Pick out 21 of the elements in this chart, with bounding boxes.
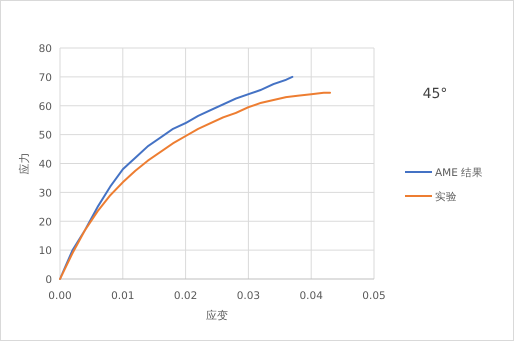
- x-tick-label: 0.00: [48, 290, 72, 302]
- x-tick-label: 0.01: [111, 290, 134, 302]
- x-tick-label: 0.03: [236, 290, 260, 302]
- line-series: [59, 92, 332, 280]
- y-tick-label: 30: [38, 187, 52, 200]
- y-tick-label: 80: [38, 43, 52, 55]
- x-tick-label: 0.05: [362, 290, 386, 302]
- legend-label: 实验: [435, 190, 457, 203]
- y-tick-label: 0: [45, 274, 52, 286]
- y-tick-label: 40: [38, 158, 52, 170]
- legend-label: AME 结果: [435, 166, 484, 179]
- y-tick-label: 60: [38, 100, 52, 113]
- y-tick-label: 10: [38, 245, 52, 258]
- text: 45°: [422, 86, 448, 102]
- x-tick-label: 0.04: [300, 290, 324, 302]
- y-axis-title: 应力: [18, 152, 31, 174]
- x-tick-label: 0.02: [174, 290, 198, 302]
- y-tick-label: 70: [38, 72, 52, 84]
- x-axis-title: 应变: [206, 309, 228, 322]
- y-tick-label: 20: [38, 216, 52, 228]
- y-tick-label: 50: [38, 130, 52, 142]
